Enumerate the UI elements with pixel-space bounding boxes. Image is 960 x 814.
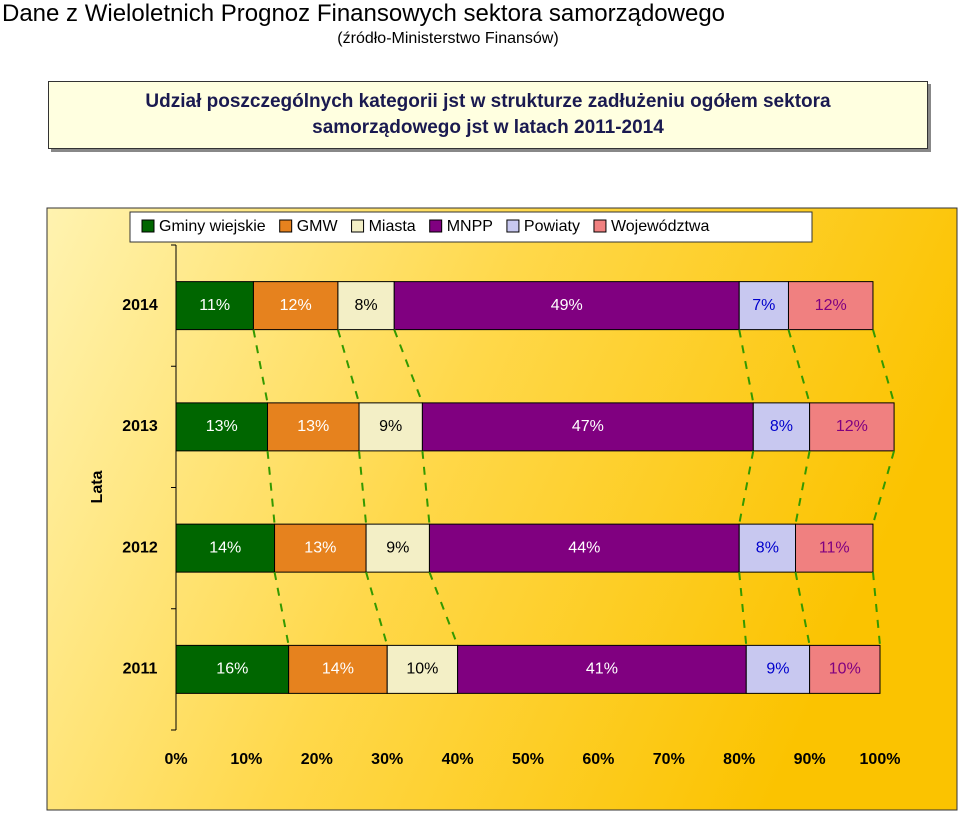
bar-segment — [738, 523, 797, 573]
bar-segment — [288, 644, 388, 694]
data-label: 12% — [836, 418, 868, 435]
series-line — [871, 329, 896, 404]
series-line — [787, 329, 811, 404]
data-label: 13% — [304, 539, 336, 556]
data-label: 8% — [355, 297, 378, 314]
x-tick-label: 0% — [164, 751, 187, 768]
chart-heading: Udział poszczególnych kategorii jst w st… — [48, 81, 928, 149]
legend-box — [129, 211, 813, 243]
bar-segment — [752, 402, 811, 452]
data-label: 41% — [586, 661, 618, 678]
legend-label: MNPP — [447, 218, 493, 235]
data-label: 16% — [216, 661, 248, 678]
data-label: 11% — [819, 539, 850, 556]
x-tick-label: 10% — [230, 751, 262, 768]
legend-label: Województwa — [611, 218, 710, 235]
bar-segment — [428, 523, 740, 573]
page-subtitle: (źródło-Ministerstwo Finansów) — [337, 30, 559, 47]
x-tick-label: 50% — [512, 751, 544, 768]
bar-segment — [795, 523, 874, 573]
bar-segment — [809, 402, 895, 452]
x-tick-label: 60% — [582, 751, 614, 768]
legend-swatch — [593, 219, 607, 233]
bar-segment — [274, 523, 367, 573]
legend-label: Miasta — [369, 218, 416, 235]
series-line — [871, 450, 896, 525]
x-tick-label: 80% — [723, 751, 755, 768]
data-label: 8% — [770, 418, 793, 435]
series-line — [365, 571, 389, 646]
series-line — [266, 450, 276, 525]
x-tick-label: 70% — [653, 751, 685, 768]
x-tick-label: 90% — [794, 751, 826, 768]
series-line — [794, 571, 811, 646]
legend-swatch — [279, 219, 293, 233]
legend-swatch — [429, 219, 443, 233]
bar-segment — [337, 281, 395, 331]
y-tick-label: 2011 — [123, 661, 158, 678]
bar-segment — [809, 644, 881, 694]
data-label: 12% — [815, 297, 847, 314]
bar-segment — [175, 523, 276, 573]
series-line — [358, 450, 368, 525]
legend-label: GMW — [297, 218, 339, 235]
legend-swatch — [351, 219, 365, 233]
data-label: 9% — [766, 661, 789, 678]
legend-label: Gminy wiejskie — [159, 218, 266, 235]
series-line — [428, 571, 459, 646]
data-label: 14% — [322, 661, 354, 678]
page-title: Dane z Wieloletnich Prognoz Finansowych … — [2, 0, 726, 27]
data-label: 10% — [406, 661, 438, 678]
bar-segment — [365, 523, 430, 573]
series-line — [336, 329, 361, 404]
series-line — [421, 450, 431, 525]
legend-swatch — [506, 219, 520, 233]
series-line — [794, 450, 811, 525]
bar-segment — [421, 402, 754, 452]
x-tick-label: 20% — [301, 751, 333, 768]
data-label: 10% — [829, 661, 861, 678]
data-label: 44% — [568, 539, 600, 556]
bar-segment — [787, 281, 874, 331]
data-label: 14% — [209, 539, 241, 556]
series-line — [738, 329, 755, 404]
series-line — [252, 329, 269, 404]
y-tick-label: 2013 — [122, 418, 158, 435]
x-tick-label: 30% — [371, 751, 403, 768]
bar-segment — [358, 402, 423, 452]
bar-segment — [267, 402, 360, 452]
y-tick-label: 2014 — [122, 297, 158, 314]
bar-segment — [386, 644, 459, 694]
bar-segment — [457, 644, 747, 694]
series-line — [871, 572, 881, 646]
data-label: 13% — [297, 418, 329, 435]
series-line — [393, 329, 424, 404]
data-label: 49% — [551, 297, 583, 314]
y-axis-label: Lata — [89, 470, 106, 503]
bar-segment — [738, 281, 789, 331]
data-label: 47% — [572, 418, 604, 435]
bar-segment — [175, 644, 290, 694]
series-line — [738, 572, 748, 646]
x-tick-label: 100% — [860, 751, 901, 768]
data-label: 8% — [756, 539, 779, 556]
data-label: 12% — [280, 297, 312, 314]
data-label: 11% — [199, 297, 230, 314]
data-label: 13% — [206, 418, 238, 435]
series-line — [273, 571, 290, 646]
legend-swatch — [141, 219, 155, 233]
bar-segment — [175, 402, 269, 452]
data-label: 7% — [752, 297, 775, 314]
legend-label: Powiaty — [524, 218, 580, 235]
data-label: 9% — [386, 539, 409, 556]
x-tick-label: 40% — [442, 751, 474, 768]
data-label: 9% — [379, 418, 402, 435]
series-line — [738, 450, 755, 525]
y-tick-label: 2012 — [122, 539, 158, 556]
bar-segment — [393, 281, 740, 331]
bar-segment — [745, 644, 811, 694]
